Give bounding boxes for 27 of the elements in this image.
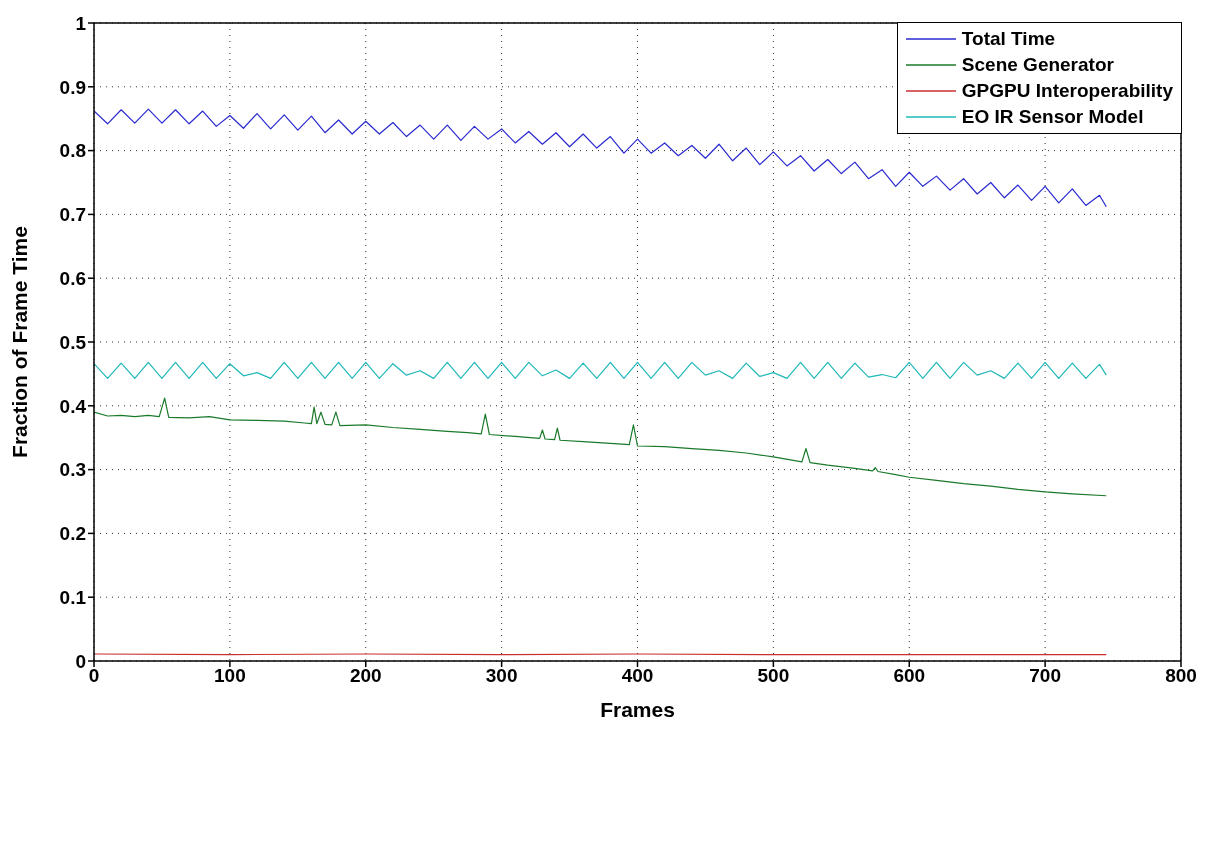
y-tick-label: 0.2 <box>59 523 86 545</box>
y-tick-label: 0.4 <box>59 395 87 417</box>
y-tick-label: 1 <box>75 12 87 34</box>
y-tick-label: 0.8 <box>59 140 86 162</box>
y-tick-label: 0 <box>75 650 86 672</box>
x-tick-label: 300 <box>485 665 518 687</box>
x-tick-label: 800 <box>1165 665 1197 687</box>
y-tick-label: 0.3 <box>59 459 86 481</box>
legend-label: Scene Generator <box>961 53 1114 77</box>
x-tick-label: 200 <box>349 665 382 687</box>
y-axis-title: Fraction of Frame Time <box>8 226 32 458</box>
y-tick-label: 0.7 <box>59 204 86 226</box>
legend-label: GPGPU Interoperability <box>961 79 1173 103</box>
line-series <box>94 397 1107 497</box>
x-tick-label: 100 <box>214 665 246 687</box>
legend-label: EO IR Sensor Model <box>961 105 1144 129</box>
y-tick-label: 0.9 <box>59 76 86 98</box>
x-tick-label: 500 <box>757 665 790 687</box>
x-tick-label: 700 <box>1029 665 1061 687</box>
y-tick-label: 0.1 <box>59 586 87 608</box>
y-tick-label: 0.6 <box>59 267 86 289</box>
line-series <box>94 361 1107 379</box>
legend-label: Total Time <box>961 27 1056 51</box>
x-tick-label: 400 <box>621 665 654 687</box>
y-tick-label: 0.5 <box>59 331 87 353</box>
x-axis-title: Frames <box>600 698 675 721</box>
x-tick-label: 600 <box>893 665 926 687</box>
